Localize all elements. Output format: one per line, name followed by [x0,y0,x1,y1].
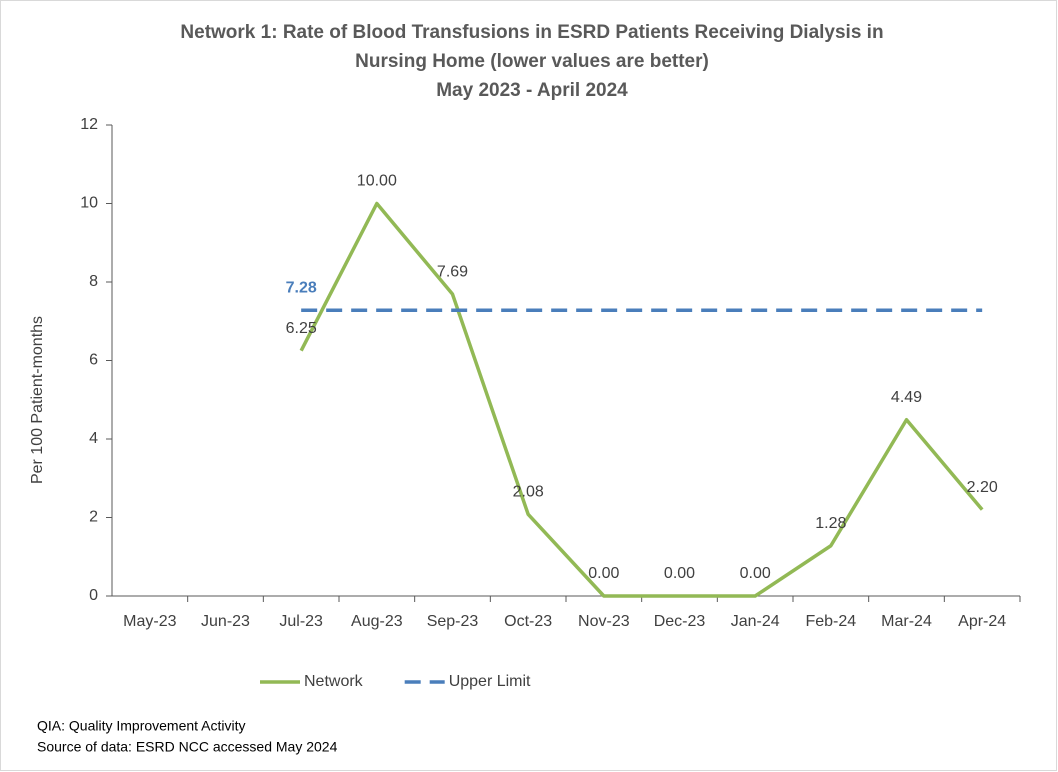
chart-subtitle: May 2023 - April 2024 [436,80,628,101]
legend-label: Upper Limit [449,673,531,690]
x-tick-label: Aug-23 [351,613,403,630]
y-tick-label: 0 [89,587,98,604]
x-tick-label: Apr-24 [958,613,1006,630]
y-tick-label: 6 [89,352,98,369]
y-tick-label: 8 [89,273,98,290]
x-tick-label: Jul-23 [279,613,323,630]
chart-title: Network 1: Rate of Blood Transfusions in… [180,22,883,43]
x-tick-label: Jun-23 [201,613,250,630]
x-tick-label: Jan-24 [731,613,780,630]
data-label: 0.00 [588,565,619,582]
x-tick-label: Feb-24 [805,613,856,630]
data-label: 7.28 [286,279,317,296]
y-tick-label: 12 [80,116,98,133]
footnote: Source of data: ESRD NCC accessed May 20… [37,739,338,755]
x-tick-label: Mar-24 [881,613,932,630]
y-tick-label: 2 [89,509,98,526]
y-tick-label: 10 [80,195,98,212]
data-label: 6.25 [286,320,317,337]
x-tick-label: Oct-23 [504,613,552,630]
data-label: 2.20 [967,479,998,496]
y-axis-label: Per 100 Patient-months [29,316,46,484]
x-tick-label: Sep-23 [427,613,479,630]
x-tick-label: May-23 [123,613,176,630]
data-label: 10.00 [357,173,397,190]
x-tick-label: Nov-23 [578,613,630,630]
data-label: 2.08 [513,484,544,501]
footnote: QIA: Quality Improvement Activity [37,718,246,734]
data-label: 4.49 [891,389,922,406]
data-label: 7.69 [437,263,468,280]
data-label: 1.28 [815,515,846,532]
data-label: 0.00 [664,565,695,582]
data-label: 0.00 [740,565,771,582]
x-tick-label: Dec-23 [654,613,706,630]
series-line [299,201,984,598]
y-tick-label: 4 [89,430,98,447]
legend-label: Network [304,673,364,690]
chart-title: Nursing Home (lower values are better) [355,51,709,72]
